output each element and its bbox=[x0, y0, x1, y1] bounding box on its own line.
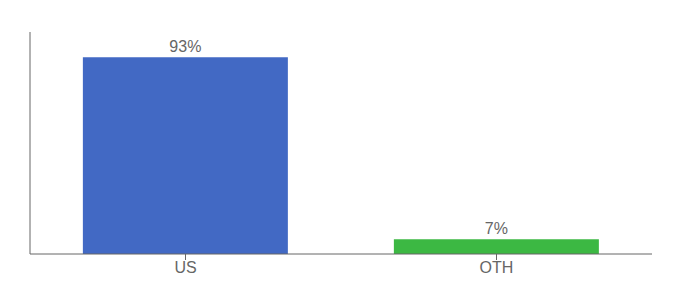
svg-text:OTH: OTH bbox=[480, 259, 514, 276]
svg-text:US: US bbox=[174, 259, 196, 276]
svg-text:93%: 93% bbox=[169, 38, 201, 55]
svg-text:7%: 7% bbox=[485, 220, 508, 237]
